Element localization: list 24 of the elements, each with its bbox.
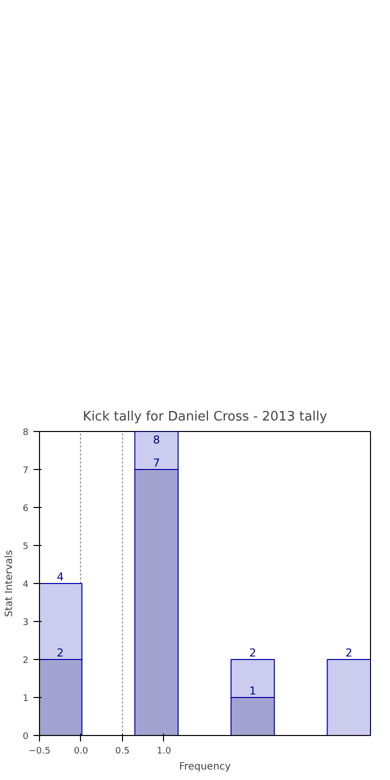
total-label: 2 [249, 646, 256, 660]
y-tick-label: 2 [22, 656, 29, 666]
bar [326, 659, 370, 736]
x-tick-label: 0.0 [74, 746, 88, 756]
y-tick-label: 5 [22, 542, 29, 552]
chart-title: Kick tally for Daniel Cross - 2013 tally [82, 410, 328, 424]
y-tick-label: 3 [22, 618, 29, 628]
y-axis-title: Stat Intervals [4, 550, 15, 617]
data-label: 1 [249, 684, 256, 698]
total-label: 4 [56, 570, 64, 584]
total-label: 8 [152, 434, 160, 446]
y-tick-label: 7 [22, 466, 29, 476]
x-tick-label: −0.5 [28, 746, 50, 756]
y-tick-label: 8 [22, 428, 29, 438]
x-tick-label: 1.0 [156, 746, 172, 756]
y-tick-label: 0 [22, 732, 29, 742]
y-tick-label: 4 [22, 580, 29, 590]
y-tick-label: 6 [22, 504, 29, 514]
data-label: 7 [152, 456, 160, 470]
total-label: 2 [345, 646, 352, 660]
x-tick-label: 0.5 [115, 746, 130, 756]
x-axis-title: Frequency [179, 762, 231, 772]
y-tick-label: 1 [22, 694, 29, 704]
data-label: 2 [56, 646, 64, 660]
